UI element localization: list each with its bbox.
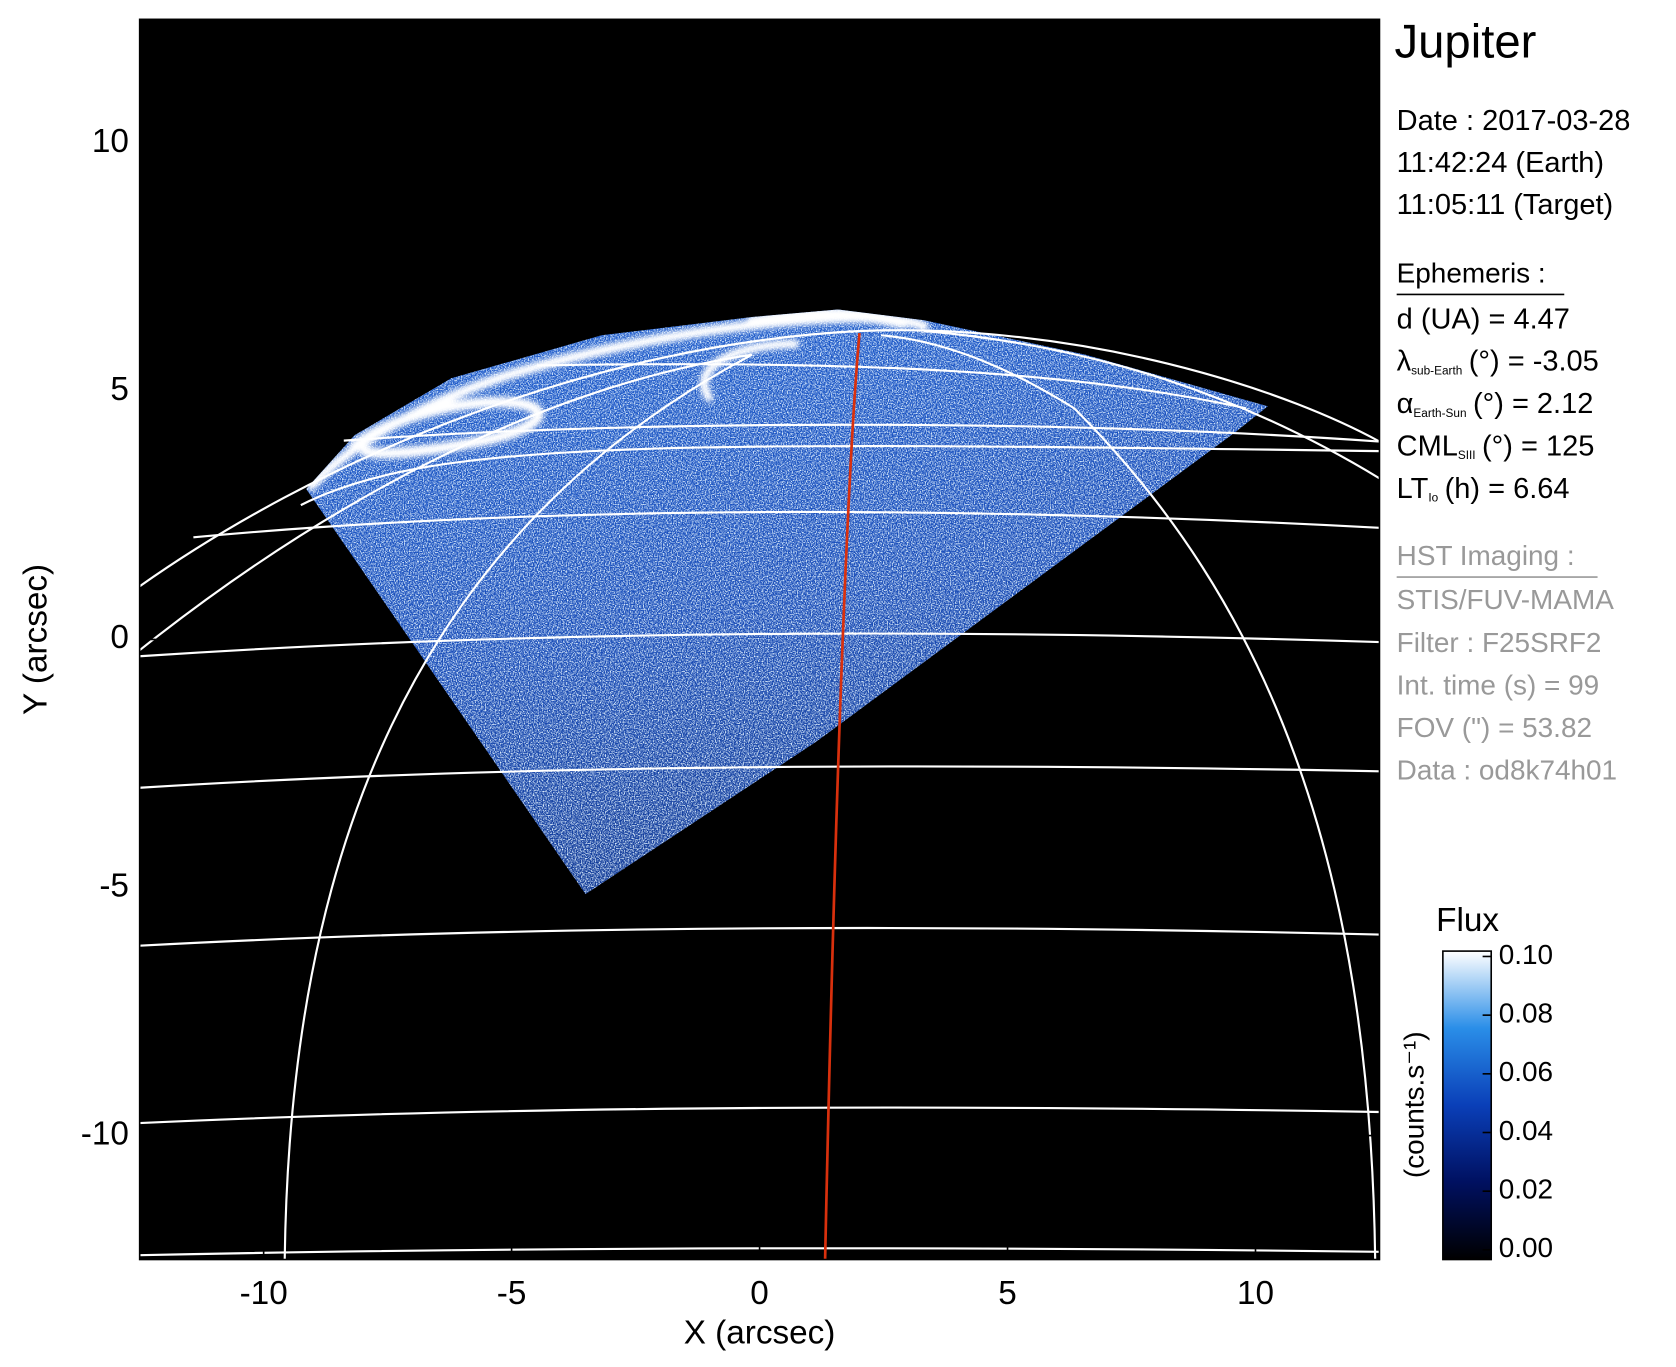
y-axis-title: Y (arcsec) [17,564,54,715]
imaging-heading: HST Imaging : [1397,540,1575,571]
y-tick-label: 0 [110,619,129,656]
x-axis-title: X (arcsec) [684,1315,836,1352]
date-line: 11:42:24 (Earth) [1397,147,1604,179]
x-tick-label: -5 [497,1275,527,1312]
date-line: 11:05:11 (Target) [1397,189,1614,221]
y-tick-label: -5 [99,867,129,904]
ephemeris-row: αEarth-Sun (°) = 2.12 [1397,388,1594,420]
y-tick-label: 5 [110,371,129,408]
symbol: λ [1397,345,1412,377]
colorbar [1442,950,1493,1261]
colorbar-tick-label: 0.06 [1499,1056,1553,1087]
ephemeris-heading: Ephemeris : [1397,257,1546,288]
ephemeris-row: CMLSIII (°) = 125 [1397,430,1595,462]
row-text: (h) = 6.64 [1445,473,1570,505]
central-meridian [823,333,861,1260]
colorbar-tick-label: 0.02 [1499,1174,1553,1205]
aurora-arcs [306,309,929,491]
symbol: LT [1397,473,1429,505]
subscript: Earth-Sun [1413,406,1466,420]
colorbar-tick-label: 0.00 [1499,1232,1553,1263]
subscript: Io [1428,491,1438,505]
date-line: Date : 2017-03-28 [1397,105,1631,137]
imaging-line: Filter : F25SRF2 [1397,627,1602,658]
y-tick-label: 10 [92,123,129,160]
x-tick-label: -10 [240,1275,288,1312]
colorbar-tick-label: 0.08 [1499,998,1553,1029]
imaging-line: STIS/FUV-MAMA [1397,584,1615,615]
row-text: (°) = -3.05 [1469,345,1599,377]
colorbar-title: Flux [1436,902,1499,939]
ephemeris-row: λsub-Earth (°) = -3.05 [1397,345,1599,377]
colorbar-tick-label: 0.04 [1499,1115,1553,1146]
row-text: d (UA) = 4.47 [1397,303,1570,335]
colorbar-label: (counts.s⁻¹) [1398,1031,1429,1178]
symbol: α [1397,388,1414,420]
subscript: SIII [1458,448,1476,462]
x-tick-label: 5 [998,1275,1017,1312]
planet-grid [139,329,1380,1260]
ephemeris-row: d (UA) = 4.47 [1397,303,1570,335]
x-tick-label: 0 [750,1275,769,1312]
subscript: sub-Earth [1411,363,1462,377]
ephemeris-row: LTIo (h) = 6.64 [1397,473,1570,505]
y-tick-label: -10 [81,1115,129,1152]
x-tick-label: 10 [1237,1275,1274,1312]
imaging-line: Data : od8k74h01 [1397,754,1617,785]
row-text: (°) = 125 [1482,430,1594,462]
symbol: CML [1397,430,1458,462]
imaging-line: FOV (") = 53.82 [1397,712,1592,743]
imaging-line: Int. time (s) = 99 [1397,669,1599,700]
row-text: (°) = 2.12 [1473,388,1593,420]
colorbar-tick-label: 0.10 [1499,939,1553,970]
panel-title: Jupiter [1395,16,1537,69]
